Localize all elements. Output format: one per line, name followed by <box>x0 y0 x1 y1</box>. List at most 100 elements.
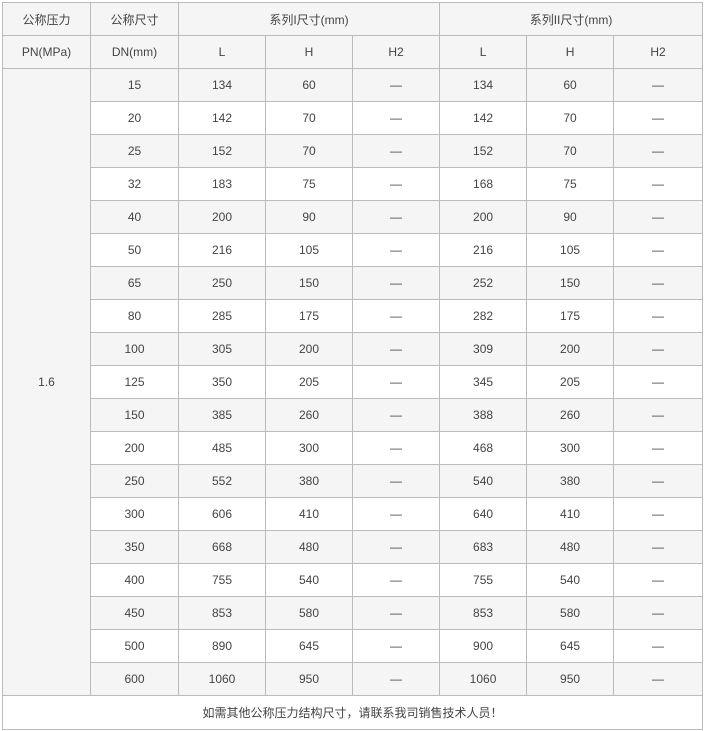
cell-dn: 25 <box>90 134 179 168</box>
cell-s1-l: 606 <box>178 497 266 531</box>
cell-s1-h2: — <box>351 101 441 135</box>
cell-s1-l: 200 <box>178 200 266 234</box>
table-row: 500 890 645—900 645— <box>3 629 704 663</box>
cell-s1-h2: — <box>351 266 441 300</box>
cell-s1-h: 70 <box>265 134 353 168</box>
cell-s2-h2: — <box>613 332 704 366</box>
cell-s1-h2: — <box>351 68 441 102</box>
cell-s1-l: 142 <box>178 101 266 135</box>
cell-dn: 350 <box>90 530 179 564</box>
table-row: 200 485 300—468 300— <box>3 431 704 465</box>
cell-dn: 65 <box>90 266 179 300</box>
cell-s2-l: 640 <box>439 497 528 531</box>
cell-s2-h2: — <box>613 431 704 465</box>
cell-s2-h: 90 <box>526 200 615 234</box>
cell-s1-h2: — <box>351 167 441 201</box>
cell-dn: 32 <box>90 167 179 201</box>
cell-s2-h2: — <box>613 629 704 663</box>
cell-s1-h: 300 <box>265 431 353 465</box>
header-s2-h: H <box>526 35 615 69</box>
cell-s1-h2: — <box>351 464 441 498</box>
cell-s1-h: 75 <box>265 167 353 201</box>
cell-s2-h: 645 <box>526 629 615 663</box>
cell-s2-l: 216 <box>439 233 528 267</box>
cell-dn: 500 <box>90 629 179 663</box>
cell-s1-h2: — <box>351 233 441 267</box>
cell-dn: 125 <box>90 365 179 399</box>
table-row: 40 200 90—200 90— <box>3 200 704 234</box>
cell-s2-l: 853 <box>439 596 528 630</box>
cell-s2-h2: — <box>613 167 704 201</box>
cell-s2-l: 134 <box>439 68 528 102</box>
header-s2-h2: H2 <box>613 35 704 69</box>
cell-dn: 40 <box>90 200 179 234</box>
cell-s1-l: 285 <box>178 299 266 333</box>
header-pn: 公称压力 <box>2 2 91 36</box>
cell-s1-h: 70 <box>265 101 353 135</box>
cell-s2-h: 410 <box>526 497 615 531</box>
cell-s2-h2: — <box>613 662 704 696</box>
table-row: 150 385 260—388 260— <box>3 398 704 432</box>
cell-s1-h2: — <box>351 134 441 168</box>
cell-s2-h2: — <box>613 68 704 102</box>
cell-dn: 600 <box>90 662 179 696</box>
header-s2-l: L <box>439 35 528 69</box>
cell-s1-h: 480 <box>265 530 353 564</box>
cell-s1-h: 205 <box>265 365 353 399</box>
cell-s2-l: 900 <box>439 629 528 663</box>
cell-s1-h2: — <box>351 398 441 432</box>
cell-dn: 80 <box>90 299 179 333</box>
cell-s1-l: 853 <box>178 596 266 630</box>
cell-s2-h2: — <box>613 233 704 267</box>
cell-s2-h: 70 <box>526 101 615 135</box>
cell-s2-h: 540 <box>526 563 615 597</box>
cell-s2-h2: — <box>613 596 704 630</box>
cell-s2-h2: — <box>613 365 704 399</box>
table-row: 250 552 380—540 380— <box>3 464 704 498</box>
cell-s1-h: 175 <box>265 299 353 333</box>
header-s1-h2: H2 <box>351 35 441 69</box>
cell-s2-l: 152 <box>439 134 528 168</box>
cell-dn: 300 <box>90 497 179 531</box>
cell-s1-l: 152 <box>178 134 266 168</box>
cell-dn: 15 <box>90 68 179 102</box>
table-row: 125 350 205—345 205— <box>3 365 704 399</box>
cell-s2-h: 105 <box>526 233 615 267</box>
cell-s2-h2: — <box>613 101 704 135</box>
cell-s1-h2: — <box>351 530 441 564</box>
cell-s2-l: 755 <box>439 563 528 597</box>
header-pn-unit: PN(MPa) <box>2 35 91 69</box>
cell-dn: 150 <box>90 398 179 432</box>
cell-s1-l: 350 <box>178 365 266 399</box>
table-row: 300 606 410—640 410— <box>3 497 704 531</box>
cell-dn: 20 <box>90 101 179 135</box>
cell-s1-h2: — <box>351 332 441 366</box>
cell-s2-l: 468 <box>439 431 528 465</box>
cell-dn: 450 <box>90 596 179 630</box>
cell-s1-l: 552 <box>178 464 266 498</box>
cell-s2-l: 540 <box>439 464 528 498</box>
table-row: 65 250 150—252 150— <box>3 266 704 300</box>
table-row: 32 183 75—168 75— <box>3 167 704 201</box>
cell-s1-h: 540 <box>265 563 353 597</box>
table-row: 100 305 200—309 200— <box>3 332 704 366</box>
cell-s1-h: 105 <box>265 233 353 267</box>
table-row: 50 216 105—216 105— <box>3 233 704 267</box>
cell-s1-h: 645 <box>265 629 353 663</box>
cell-s1-l: 385 <box>178 398 266 432</box>
cell-s1-l: 755 <box>178 563 266 597</box>
table-row: 600 1060 950—1060 950— <box>3 662 704 696</box>
cell-s1-h: 380 <box>265 464 353 498</box>
header-s1-h: H <box>265 35 353 69</box>
header-dn-unit: DN(mm) <box>90 35 179 69</box>
cell-s2-h: 480 <box>526 530 615 564</box>
cell-s2-h2: — <box>613 266 704 300</box>
table-row: 350 668 480—683 480— <box>3 530 704 564</box>
cell-s2-h2: — <box>613 530 704 564</box>
cell-s2-h: 205 <box>526 365 615 399</box>
cell-dn: 250 <box>90 464 179 498</box>
cell-s1-h2: — <box>351 662 441 696</box>
cell-s2-l: 309 <box>439 332 528 366</box>
cell-s2-h2: — <box>613 200 704 234</box>
